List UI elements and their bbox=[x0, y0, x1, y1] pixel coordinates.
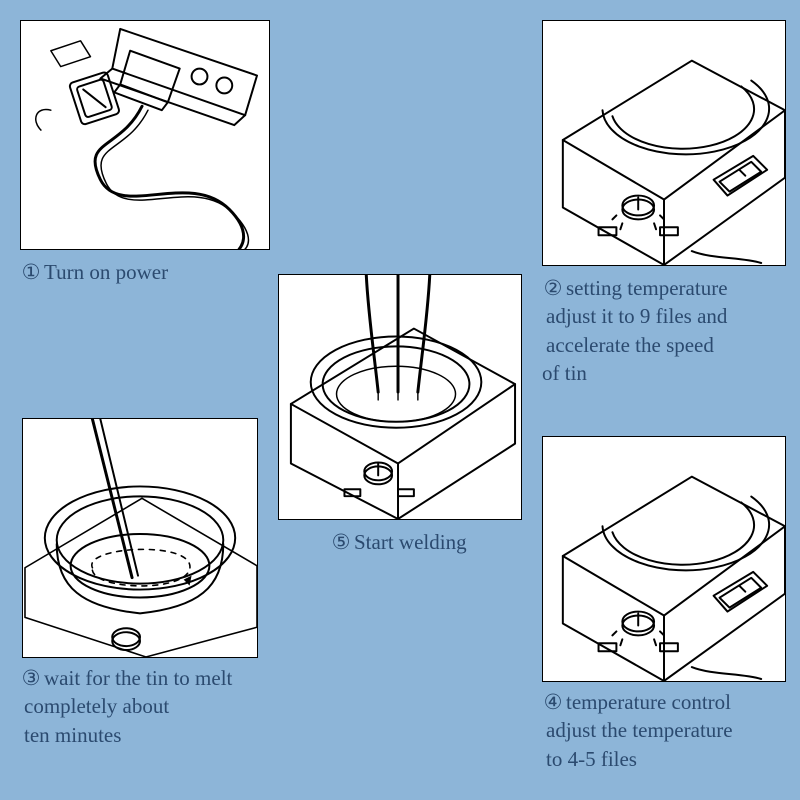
text-step2-l1: adjust it to 9 files and bbox=[546, 304, 727, 328]
caption-step4: ④temperature control adjust the temperat… bbox=[542, 688, 733, 773]
panel-step2 bbox=[542, 20, 786, 266]
panel-step3 bbox=[22, 418, 258, 658]
panel-step1 bbox=[20, 20, 270, 250]
text-step2-l0: setting temperature bbox=[566, 276, 728, 300]
text-step4-l0: temperature control bbox=[566, 690, 731, 714]
text-step4-l1: adjust the temperature bbox=[546, 718, 733, 742]
marker-step3: ③ bbox=[20, 664, 42, 692]
caption-step5: ⑤Start welding bbox=[330, 528, 467, 556]
text-step1-l0: Turn on power bbox=[44, 260, 168, 284]
caption-step2: ②setting temperature adjust it to 9 file… bbox=[542, 274, 728, 387]
text-step3-l1: completely about bbox=[24, 694, 169, 718]
marker-step1: ① bbox=[20, 258, 42, 286]
text-step3-l2: ten minutes bbox=[24, 723, 121, 747]
text-step2-l3: of tin bbox=[542, 361, 587, 385]
marker-step2: ② bbox=[542, 274, 564, 302]
panel-step5 bbox=[278, 274, 522, 520]
panel-step4 bbox=[542, 436, 786, 682]
marker-step4: ④ bbox=[542, 688, 564, 716]
caption-step3: ③wait for the tin to melt completely abo… bbox=[20, 664, 232, 749]
caption-step1: ①Turn on power bbox=[20, 258, 168, 286]
text-step5-l0: Start welding bbox=[354, 530, 467, 554]
text-step3-l0: wait for the tin to melt bbox=[44, 666, 232, 690]
marker-step5: ⑤ bbox=[330, 528, 352, 556]
text-step4-l2: to 4-5 files bbox=[546, 747, 637, 771]
text-step2-l2: accelerate the speed bbox=[546, 333, 714, 357]
